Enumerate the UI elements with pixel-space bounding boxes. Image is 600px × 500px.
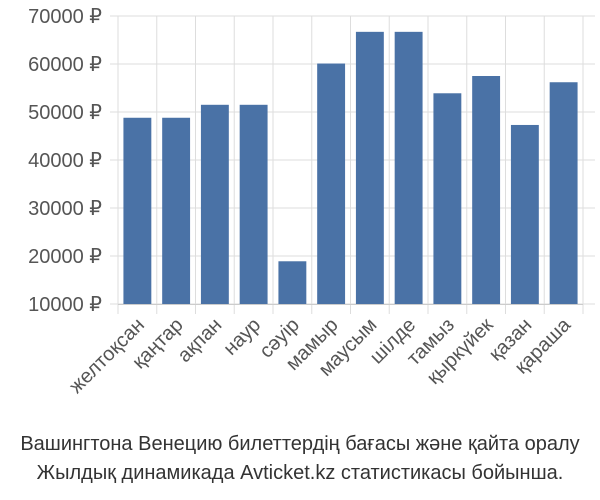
bar — [510, 124, 539, 305]
y-tick-label: 60000 ₽ — [28, 54, 102, 76]
bar — [200, 104, 229, 304]
y-tick-label: 20000 ₽ — [28, 246, 102, 268]
bar — [394, 31, 423, 305]
bar-chart: 10000 ₽ 20000 ₽ 30000 ₽ 40000 ₽ 50000 ₽ 60000… — [28, 6, 595, 398]
bar — [239, 104, 268, 304]
caption-line-1: Вашингтона Венецию билеттердің бағасы жә… — [20, 433, 580, 455]
y-tick-label: 50000 ₽ — [28, 102, 102, 124]
bar — [355, 31, 384, 305]
y-tick-label: 70000 ₽ — [28, 6, 102, 28]
chart-caption: Вашингтона Венецию билеттердің бағасы жә… — [0, 430, 600, 488]
bar — [549, 82, 578, 305]
y-tick-label: 10000 ₽ — [28, 294, 102, 316]
bar — [472, 76, 501, 304]
y-tick-label: 40000 ₽ — [28, 150, 102, 172]
bar — [433, 93, 462, 304]
x-tick-label: наур — [219, 314, 265, 360]
bar — [278, 261, 307, 304]
bar — [317, 63, 346, 304]
caption-line-2: Жылдық динамикада Avticket.kz статистика… — [36, 462, 564, 484]
x-tick-label: ақпан — [173, 314, 226, 367]
chart-svg: 10000 ₽ 20000 ₽ 30000 ₽ 40000 ₽ 50000 ₽ 60000… — [28, 6, 595, 398]
y-tick-label: 30000 ₽ — [28, 198, 102, 220]
bar — [162, 117, 191, 304]
bar — [123, 117, 152, 304]
